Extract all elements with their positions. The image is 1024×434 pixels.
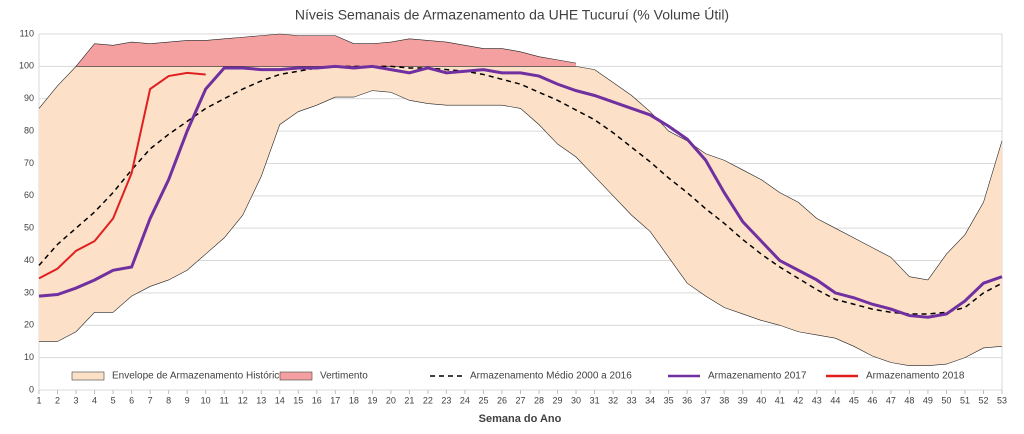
x-tick-label: 1 bbox=[36, 395, 41, 405]
y-tick-label: 20 bbox=[24, 320, 34, 330]
x-tick-label: 44 bbox=[830, 395, 840, 405]
series-line bbox=[38, 71, 206, 280]
legend-label: Vertimento bbox=[320, 371, 368, 382]
x-tick-label: 10 bbox=[201, 395, 211, 405]
y-tick-label: 10 bbox=[24, 352, 34, 362]
x-tick-label: 25 bbox=[478, 395, 488, 405]
x-tick-label: 33 bbox=[627, 395, 637, 405]
x-tick-label: 24 bbox=[460, 395, 470, 405]
x-tick-label: 49 bbox=[923, 395, 933, 405]
y-tick-label: 40 bbox=[24, 255, 34, 265]
x-tick-label: 16 bbox=[312, 395, 322, 405]
x-tick-label: 51 bbox=[960, 395, 970, 405]
x-tick-label: 9 bbox=[185, 395, 190, 405]
chart-title: Níveis Semanais de Armazenamento da UHE … bbox=[295, 7, 729, 23]
legend-label: Envelope de Armazenamento Histórico bbox=[112, 371, 285, 382]
band-area bbox=[76, 34, 577, 67]
x-tick-label: 46 bbox=[867, 395, 877, 405]
x-tick-label: 20 bbox=[386, 395, 396, 405]
x-tick-label: 32 bbox=[608, 395, 618, 405]
x-tick-label: 53 bbox=[997, 395, 1007, 405]
x-tick-label: 31 bbox=[590, 395, 600, 405]
x-tick-label: 29 bbox=[553, 395, 563, 405]
x-tick-label: 43 bbox=[812, 395, 822, 405]
x-tick-label: 23 bbox=[441, 395, 451, 405]
y-tick-label: 100 bbox=[19, 61, 34, 71]
x-tick-label: 3 bbox=[74, 395, 79, 405]
x-tick-label: 41 bbox=[775, 395, 785, 405]
x-tick-label: 45 bbox=[849, 395, 859, 405]
x-tick-label: 42 bbox=[793, 395, 803, 405]
x-tick-label: 27 bbox=[515, 395, 525, 405]
x-tick-label: 28 bbox=[534, 395, 544, 405]
y-tick-label: 60 bbox=[24, 190, 34, 200]
legend-label: Armazenamento 2017 bbox=[708, 371, 807, 382]
band-area bbox=[39, 66, 1002, 366]
x-tick-label: 15 bbox=[293, 395, 303, 405]
y-tick-label: 70 bbox=[24, 158, 34, 168]
y-tick-label: 30 bbox=[24, 287, 34, 297]
x-tick-label: 8 bbox=[166, 395, 171, 405]
band-edge bbox=[39, 90, 1003, 367]
legend-label: Armazenamento Médio 2000 a 2016 bbox=[470, 371, 632, 382]
x-tick-label: 50 bbox=[941, 395, 951, 405]
band-edge bbox=[75, 33, 577, 67]
x-tick-label: 26 bbox=[497, 395, 507, 405]
y-tick-label: 50 bbox=[24, 223, 34, 233]
y-tick-label: 80 bbox=[24, 125, 34, 135]
x-tick-label: 6 bbox=[129, 395, 134, 405]
legend-swatch bbox=[71, 371, 105, 381]
x-tick-label: 47 bbox=[886, 395, 896, 405]
x-tick-label: 12 bbox=[238, 395, 248, 405]
y-tick-label: 90 bbox=[24, 93, 34, 103]
x-tick-label: 37 bbox=[701, 395, 711, 405]
x-tick-label: 39 bbox=[738, 395, 748, 405]
x-tick-label: 35 bbox=[664, 395, 674, 405]
legend-swatch bbox=[279, 371, 313, 381]
x-tick-label: 5 bbox=[111, 395, 116, 405]
x-tick-label: 21 bbox=[404, 395, 414, 405]
x-tick-label: 14 bbox=[275, 395, 285, 405]
x-tick-label: 30 bbox=[571, 395, 581, 405]
x-tick-label: 40 bbox=[756, 395, 766, 405]
x-tick-label: 13 bbox=[256, 395, 266, 405]
x-tick-label: 11 bbox=[220, 395, 229, 405]
x-tick-label: 22 bbox=[423, 395, 433, 405]
x-tick-label: 36 bbox=[682, 395, 692, 405]
y-tick-label: 0 bbox=[29, 384, 34, 394]
series-line bbox=[38, 64, 1003, 319]
x-axis-title: Semana do Ano bbox=[479, 413, 562, 425]
x-tick-label: 2 bbox=[55, 395, 60, 405]
x-tick-label: 4 bbox=[92, 395, 97, 405]
x-tick-label: 52 bbox=[978, 395, 988, 405]
x-tick-label: 48 bbox=[904, 395, 914, 405]
x-tick-label: 34 bbox=[645, 395, 655, 405]
x-tick-label: 18 bbox=[349, 395, 359, 405]
legend-label: Armazenamento 2018 bbox=[866, 371, 965, 382]
y-tick-label: 110 bbox=[20, 28, 34, 38]
x-tick-label: 38 bbox=[719, 395, 729, 405]
x-tick-label: 17 bbox=[330, 395, 340, 405]
x-tick-label: 7 bbox=[148, 395, 153, 405]
x-tick-label: 19 bbox=[367, 395, 377, 405]
